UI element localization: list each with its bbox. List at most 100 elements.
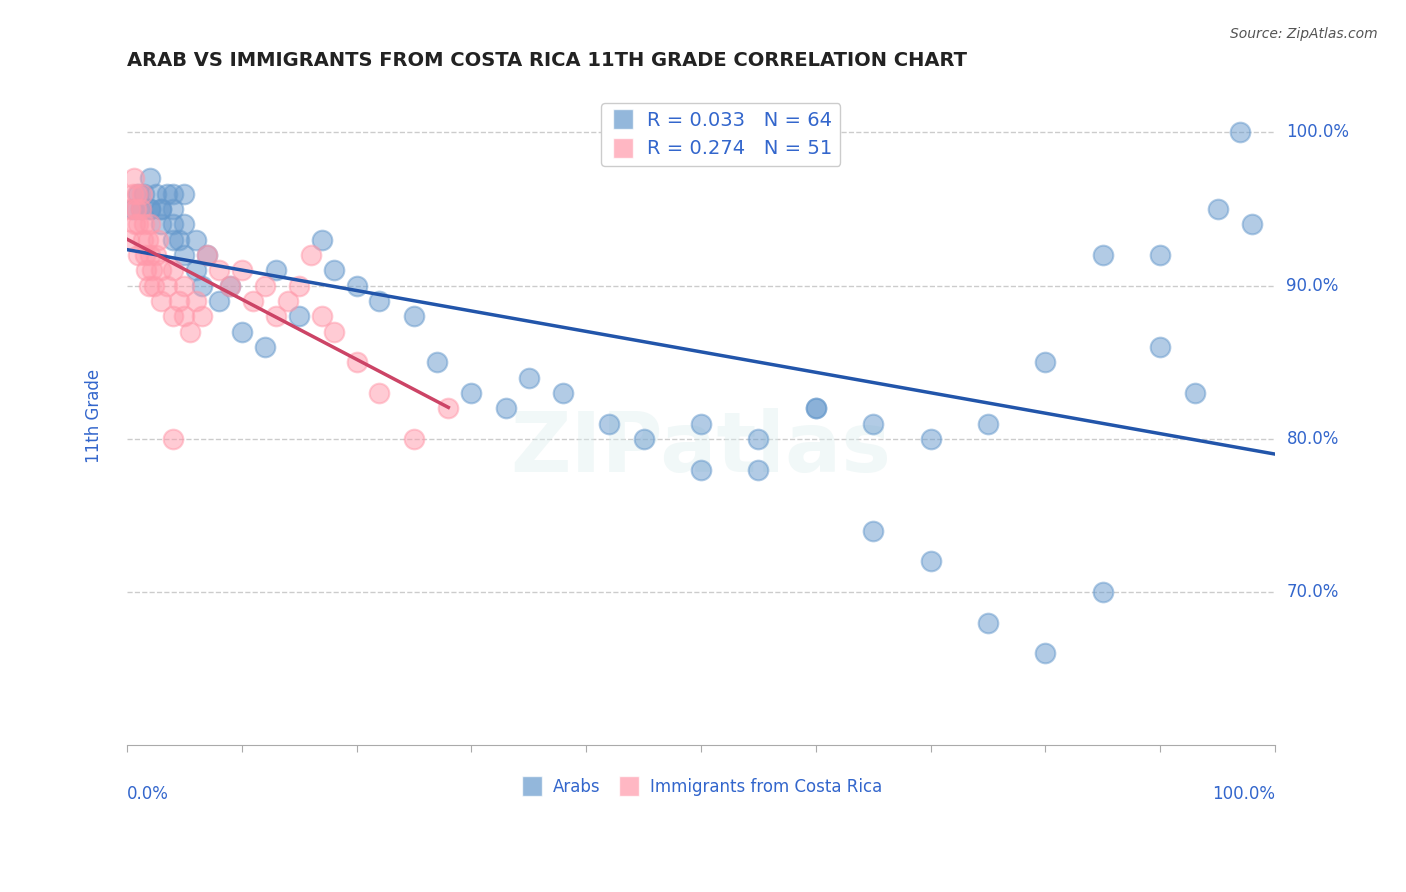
Point (1229, 126, 1251, 140)
Point (195, 248, 218, 262)
Point (162, 310, 184, 324)
Point (184, 263, 207, 277)
Point (135, 263, 157, 277)
Point (977, 615, 1000, 630)
Point (162, 186, 184, 201)
Point (690, 462, 713, 476)
Y-axis label: 11th Grade: 11th Grade (86, 368, 103, 463)
Point (1091, 248, 1114, 262)
Point (139, 202, 162, 216)
Point (122, 171, 145, 186)
Point (129, 202, 152, 216)
Point (150, 202, 173, 216)
Point (118, 233, 141, 247)
Text: 100.0%: 100.0% (1286, 123, 1350, 142)
Point (138, 278, 160, 293)
Point (134, 218, 156, 232)
Point (134, 186, 156, 201)
Point (231, 263, 253, 277)
Point (368, 293, 391, 308)
Point (219, 278, 242, 293)
Point (141, 263, 163, 277)
Point (179, 325, 201, 339)
Point (134, 248, 156, 262)
Point (1184, 385, 1206, 400)
Point (402, 432, 425, 446)
Point (195, 248, 218, 262)
Point (322, 263, 344, 277)
Text: Source: ZipAtlas.com: Source: ZipAtlas.com (1230, 27, 1378, 41)
Point (150, 263, 173, 277)
Point (264, 263, 287, 277)
Point (517, 370, 540, 384)
Point (156, 278, 179, 293)
Point (173, 278, 195, 293)
Point (150, 202, 173, 216)
Text: ZIPatlas: ZIPatlas (510, 409, 891, 490)
Point (1206, 202, 1229, 216)
Point (231, 325, 253, 339)
Point (804, 401, 827, 416)
Point (977, 417, 1000, 431)
Point (1091, 585, 1114, 599)
Point (132, 233, 155, 247)
Point (145, 186, 167, 201)
Text: 70.0%: 70.0% (1286, 583, 1339, 601)
Point (346, 278, 368, 293)
Legend: Arabs, Immigrants from Costa Rica: Arabs, Immigrants from Costa Rica (513, 772, 889, 803)
Point (208, 293, 231, 308)
Point (184, 233, 207, 247)
Point (173, 310, 195, 324)
Point (139, 171, 162, 186)
Point (190, 278, 212, 293)
Point (167, 233, 190, 247)
Point (121, 202, 143, 216)
Point (146, 233, 169, 247)
Point (242, 293, 264, 308)
Point (346, 355, 368, 369)
Point (553, 385, 575, 400)
Point (162, 263, 184, 277)
Point (1149, 248, 1171, 262)
Point (150, 218, 173, 232)
Point (598, 417, 620, 431)
Point (633, 432, 655, 446)
Point (127, 218, 149, 232)
Point (156, 186, 179, 201)
Point (311, 310, 333, 324)
Point (804, 401, 827, 416)
Point (460, 385, 482, 400)
Point (124, 218, 146, 232)
Text: 80.0%: 80.0% (1286, 430, 1339, 448)
Point (495, 401, 517, 416)
Point (162, 202, 184, 216)
Point (127, 248, 149, 262)
Point (690, 417, 713, 431)
Point (173, 248, 195, 262)
Point (288, 310, 311, 324)
Point (139, 218, 162, 232)
Point (162, 432, 184, 446)
Point (311, 233, 333, 247)
Point (253, 340, 276, 354)
Point (150, 293, 173, 308)
Text: ARAB VS IMMIGRANTS FROM COSTA RICA 11TH GRADE CORRELATION CHART: ARAB VS IMMIGRANTS FROM COSTA RICA 11TH … (127, 51, 967, 70)
Point (1033, 646, 1056, 660)
Point (747, 462, 769, 476)
Point (127, 186, 149, 201)
Point (920, 432, 942, 446)
Point (368, 385, 391, 400)
Point (862, 524, 884, 538)
Point (277, 293, 299, 308)
Point (120, 202, 142, 216)
Point (1149, 340, 1171, 354)
Text: 100.0%: 100.0% (1212, 785, 1275, 803)
Point (219, 278, 242, 293)
Point (402, 310, 425, 324)
Point (208, 263, 231, 277)
Point (127, 186, 149, 201)
Point (862, 417, 884, 431)
Point (129, 202, 152, 216)
Point (426, 355, 449, 369)
Point (920, 554, 942, 568)
